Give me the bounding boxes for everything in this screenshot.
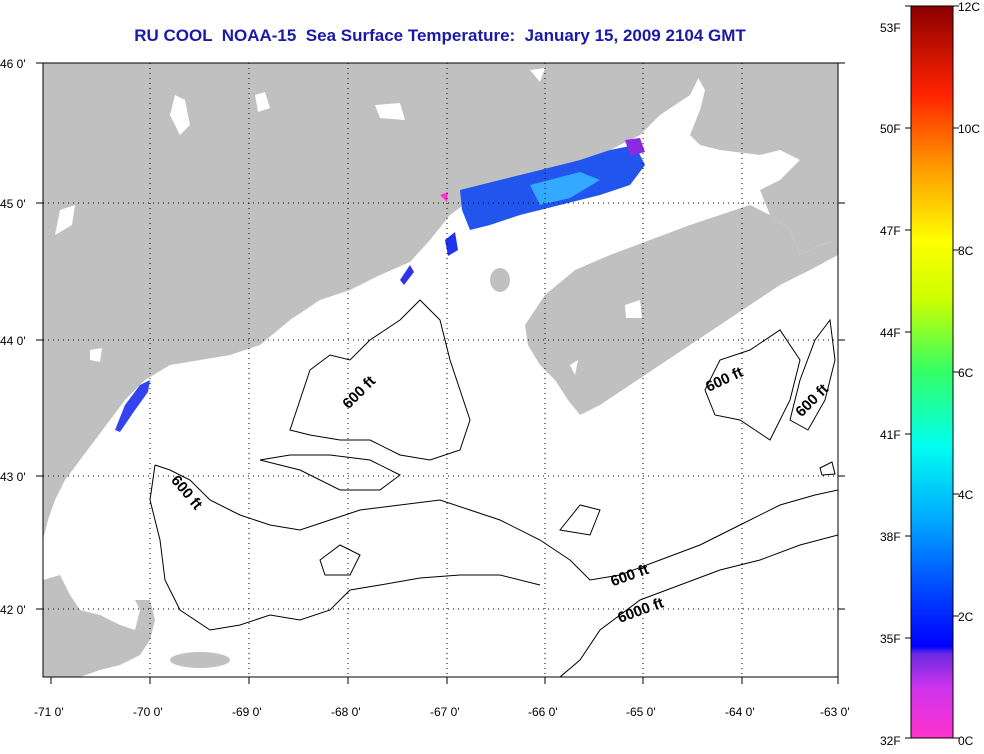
lake xyxy=(570,360,578,375)
colorbar-c-label: 8C xyxy=(958,244,974,258)
lon-label: -69 0' xyxy=(232,705,262,719)
island-nantucket xyxy=(170,652,230,668)
colorbar-f-label: 35F xyxy=(880,632,901,646)
colorbar-f-label: 38F xyxy=(880,530,901,544)
colorbar-f-label: 41F xyxy=(880,428,901,442)
colorbar-f-label: 47F xyxy=(880,224,901,238)
island xyxy=(490,268,510,292)
lake xyxy=(55,205,75,235)
sst-patch xyxy=(400,265,414,285)
lake xyxy=(375,103,405,120)
lon-label: -65 0' xyxy=(626,705,656,719)
lat-label: 44 0' xyxy=(0,334,26,348)
lat-label: 45 0' xyxy=(0,197,26,211)
colorbar-f-label: 44F xyxy=(880,326,901,340)
land-maine-newbrunswick xyxy=(43,63,700,540)
colorbar-c-label: 10C xyxy=(958,122,980,136)
lon-label: -67 0' xyxy=(430,705,460,719)
sst-patch-warm xyxy=(530,172,600,205)
lat-label: 46 0' xyxy=(0,57,26,71)
lake xyxy=(530,68,545,82)
tick-marks xyxy=(36,62,845,684)
lake xyxy=(90,348,102,362)
map-title: RU COOL NOAA-15 Sea Surface Temperature:… xyxy=(134,26,746,45)
land-canada-east xyxy=(690,63,838,255)
colorbar-ticks xyxy=(905,5,959,739)
colorbar-c-label: 2C xyxy=(958,610,974,624)
land-massachusetts xyxy=(43,575,155,677)
colorbar-f-label: 53F xyxy=(880,21,901,35)
colorbar-f-label: 50F xyxy=(880,122,901,136)
bathymetry-contours xyxy=(149,299,838,677)
lon-label: -70 0' xyxy=(133,705,163,719)
lon-label: -66 0' xyxy=(528,705,558,719)
lake xyxy=(625,300,642,318)
sst-patch-maine-coast xyxy=(115,380,150,432)
sst-patch-cold xyxy=(625,138,645,156)
lon-label: -63 0' xyxy=(820,705,850,719)
colorbar xyxy=(910,5,954,739)
colorbar-c-label: 4C xyxy=(958,488,974,502)
colorbar-f-label: 32F xyxy=(880,734,901,748)
colorbar-c-label: 12C xyxy=(958,0,980,14)
lon-label: -68 0' xyxy=(331,705,361,719)
lat-label: 43 0' xyxy=(0,470,26,484)
lon-label: -64 0' xyxy=(725,705,755,719)
lake xyxy=(170,95,190,135)
colorbar-c-label: 0C xyxy=(958,734,974,748)
land-nova-scotia xyxy=(525,205,838,415)
map-frame xyxy=(42,62,839,678)
colorbar-c-label: 6C xyxy=(958,366,974,380)
lake xyxy=(255,92,270,112)
sst-patch-cold xyxy=(440,192,448,202)
sst-patch xyxy=(445,232,458,256)
lat-label: 42 0' xyxy=(0,603,26,617)
lon-label: -71 0' xyxy=(34,705,64,719)
